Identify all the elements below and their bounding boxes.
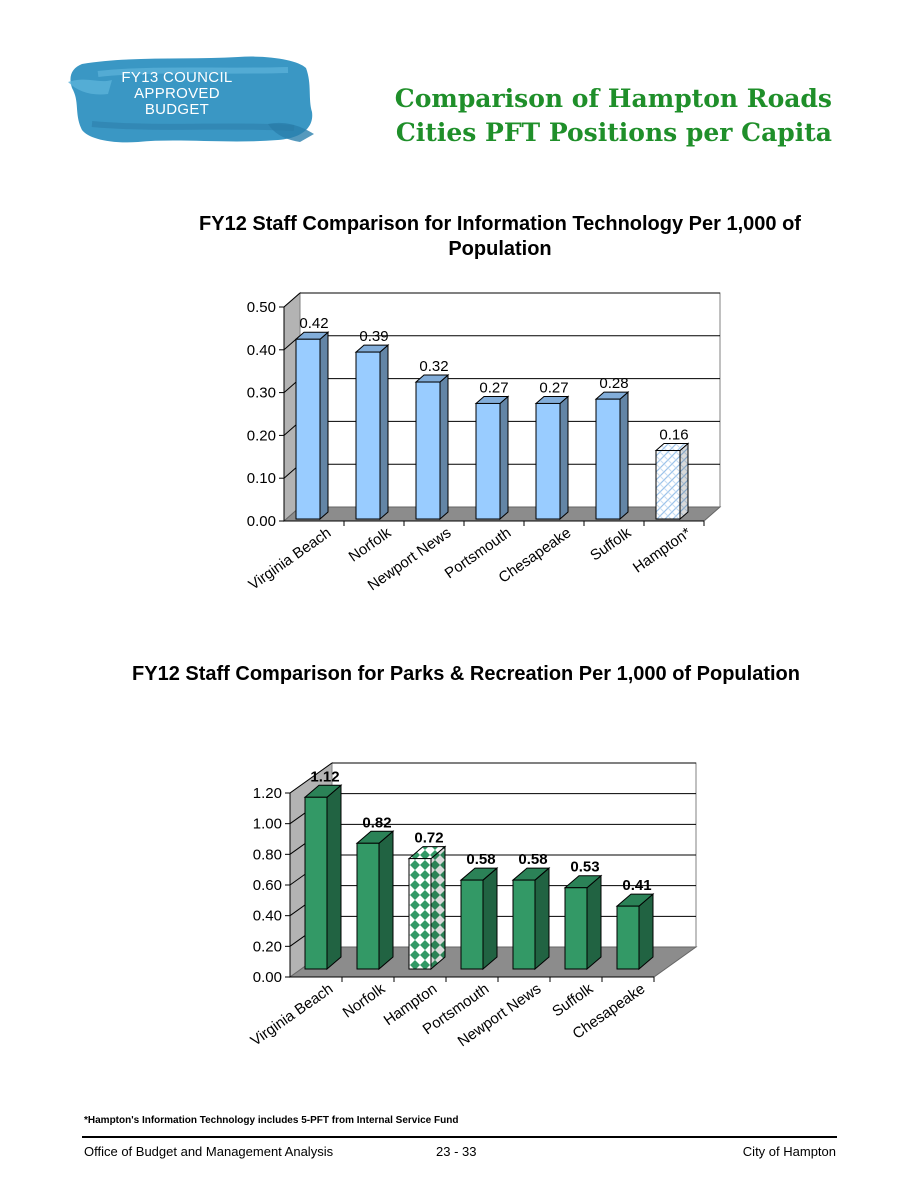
data-label: 0.27 (539, 379, 568, 396)
bar (303, 784, 343, 971)
data-label: 0.39 (359, 328, 388, 345)
bar-front (475, 402, 501, 520)
y-tick-label: 0.30 (247, 385, 276, 402)
bar (474, 395, 510, 521)
parks-staff-chart: 0.00 0.20 0.40 0.60 0.80 1.00 1.20 1.12 Virginia… (248, 762, 698, 1050)
bar-side (439, 373, 449, 521)
page-title-line: Comparison of Hampton Roads (394, 84, 832, 113)
bar (654, 442, 690, 521)
badge-line: BUDGET (144, 101, 210, 118)
bar-front (355, 351, 381, 520)
bar (615, 893, 655, 971)
bar-front (595, 398, 621, 520)
bar (534, 395, 570, 521)
data-label: 0.58 (518, 851, 547, 868)
bar-side (378, 830, 394, 971)
y-tick-label: 0.00 (247, 513, 276, 530)
bar (594, 391, 630, 521)
footer-page-number: 23 - 33 (436, 1144, 477, 1159)
bar-side (534, 866, 550, 971)
bar-front (535, 402, 561, 520)
bar-front (512, 879, 536, 970)
bar (355, 830, 395, 971)
y-tick-label: 0.40 (247, 342, 276, 359)
bar (459, 866, 499, 971)
bar (563, 874, 603, 971)
y-tick-label: 1.00 (253, 816, 282, 833)
bar-side (379, 343, 389, 521)
data-label: 1.12 (310, 768, 339, 785)
gridline-side (289, 762, 333, 794)
data-label: 0.72 (414, 830, 443, 847)
y-tick-label: 0.60 (253, 877, 282, 894)
bar-front (616, 905, 640, 970)
y-tick-label: 0.80 (253, 846, 282, 863)
budget-badge (68, 56, 314, 143)
y-tick-label: 0.20 (247, 427, 276, 444)
bar-front (564, 887, 588, 970)
footer-city: City of Hampton (742, 1144, 836, 1159)
category-label: Suffolk (587, 524, 635, 564)
bar-front (356, 842, 380, 970)
bar-side (586, 874, 602, 971)
data-label: 0.32 (419, 358, 448, 375)
bar-side (482, 866, 498, 971)
bar-front (408, 858, 432, 970)
badge-text: FY13 COUNCIL APPROVED BUDGET (102, 70, 252, 118)
bar (511, 866, 551, 971)
bar-front (415, 381, 441, 520)
y-tick-label: 0.50 (247, 299, 276, 316)
data-label: 0.53 (570, 859, 599, 876)
page-title: Comparison of Hampton Roads Cities PFT P… (395, 82, 832, 150)
bar-side (326, 784, 342, 971)
data-label: 0.28 (599, 375, 628, 392)
data-label: 0.58 (466, 851, 495, 868)
bar (354, 343, 390, 521)
bar-side (499, 395, 509, 521)
category-label: Norfolk (346, 524, 395, 565)
y-tick-label: 1.20 (253, 785, 282, 802)
it-staff-chart: 0.00 0.10 0.20 0.30 0.40 0.50 0.42 Virginia Bea… (246, 291, 722, 594)
y-tick-label: 0.40 (253, 908, 282, 925)
bar-side (638, 893, 654, 971)
bar-front (460, 879, 484, 970)
page-title-line: Cities PFT Positions per Capita (395, 118, 832, 147)
footer-department: Office of Budget and Management Analysis (84, 1144, 334, 1159)
footer-divider (82, 1136, 837, 1138)
y-tick-label: 0.10 (247, 470, 276, 487)
bar (414, 373, 450, 521)
badge-line: FY13 COUNCIL (121, 69, 233, 86)
footnote: *Hampton's Information Technology includ… (84, 1115, 459, 1126)
bar-side (619, 391, 629, 521)
category-label: Virginia Beach (246, 524, 335, 593)
category-label: Virginia Beach (248, 980, 337, 1049)
bar-front (295, 338, 321, 520)
bar-front (655, 450, 681, 520)
y-tick-label: 0.00 (253, 969, 282, 986)
bar (294, 331, 330, 521)
gridline-side (283, 292, 301, 308)
badge-line: APPROVED (134, 85, 220, 102)
data-label: 0.27 (479, 379, 508, 396)
bar-front (304, 796, 328, 970)
data-label: 0.42 (299, 315, 328, 332)
data-label: 0.41 (622, 877, 651, 894)
category-label: Hampton* (630, 524, 695, 576)
data-label: 0.16 (659, 427, 688, 444)
data-label: 0.82 (362, 814, 391, 831)
chart-title-it: FY12 Staff Comparison for Information Te… (199, 213, 801, 260)
bar-side (319, 331, 329, 521)
chart-title-parks: FY12 Staff Comparison for Parks & Recrea… (132, 663, 800, 685)
y-tick-label: 0.20 (253, 938, 282, 955)
bar (407, 845, 447, 971)
bar-side (559, 395, 569, 521)
